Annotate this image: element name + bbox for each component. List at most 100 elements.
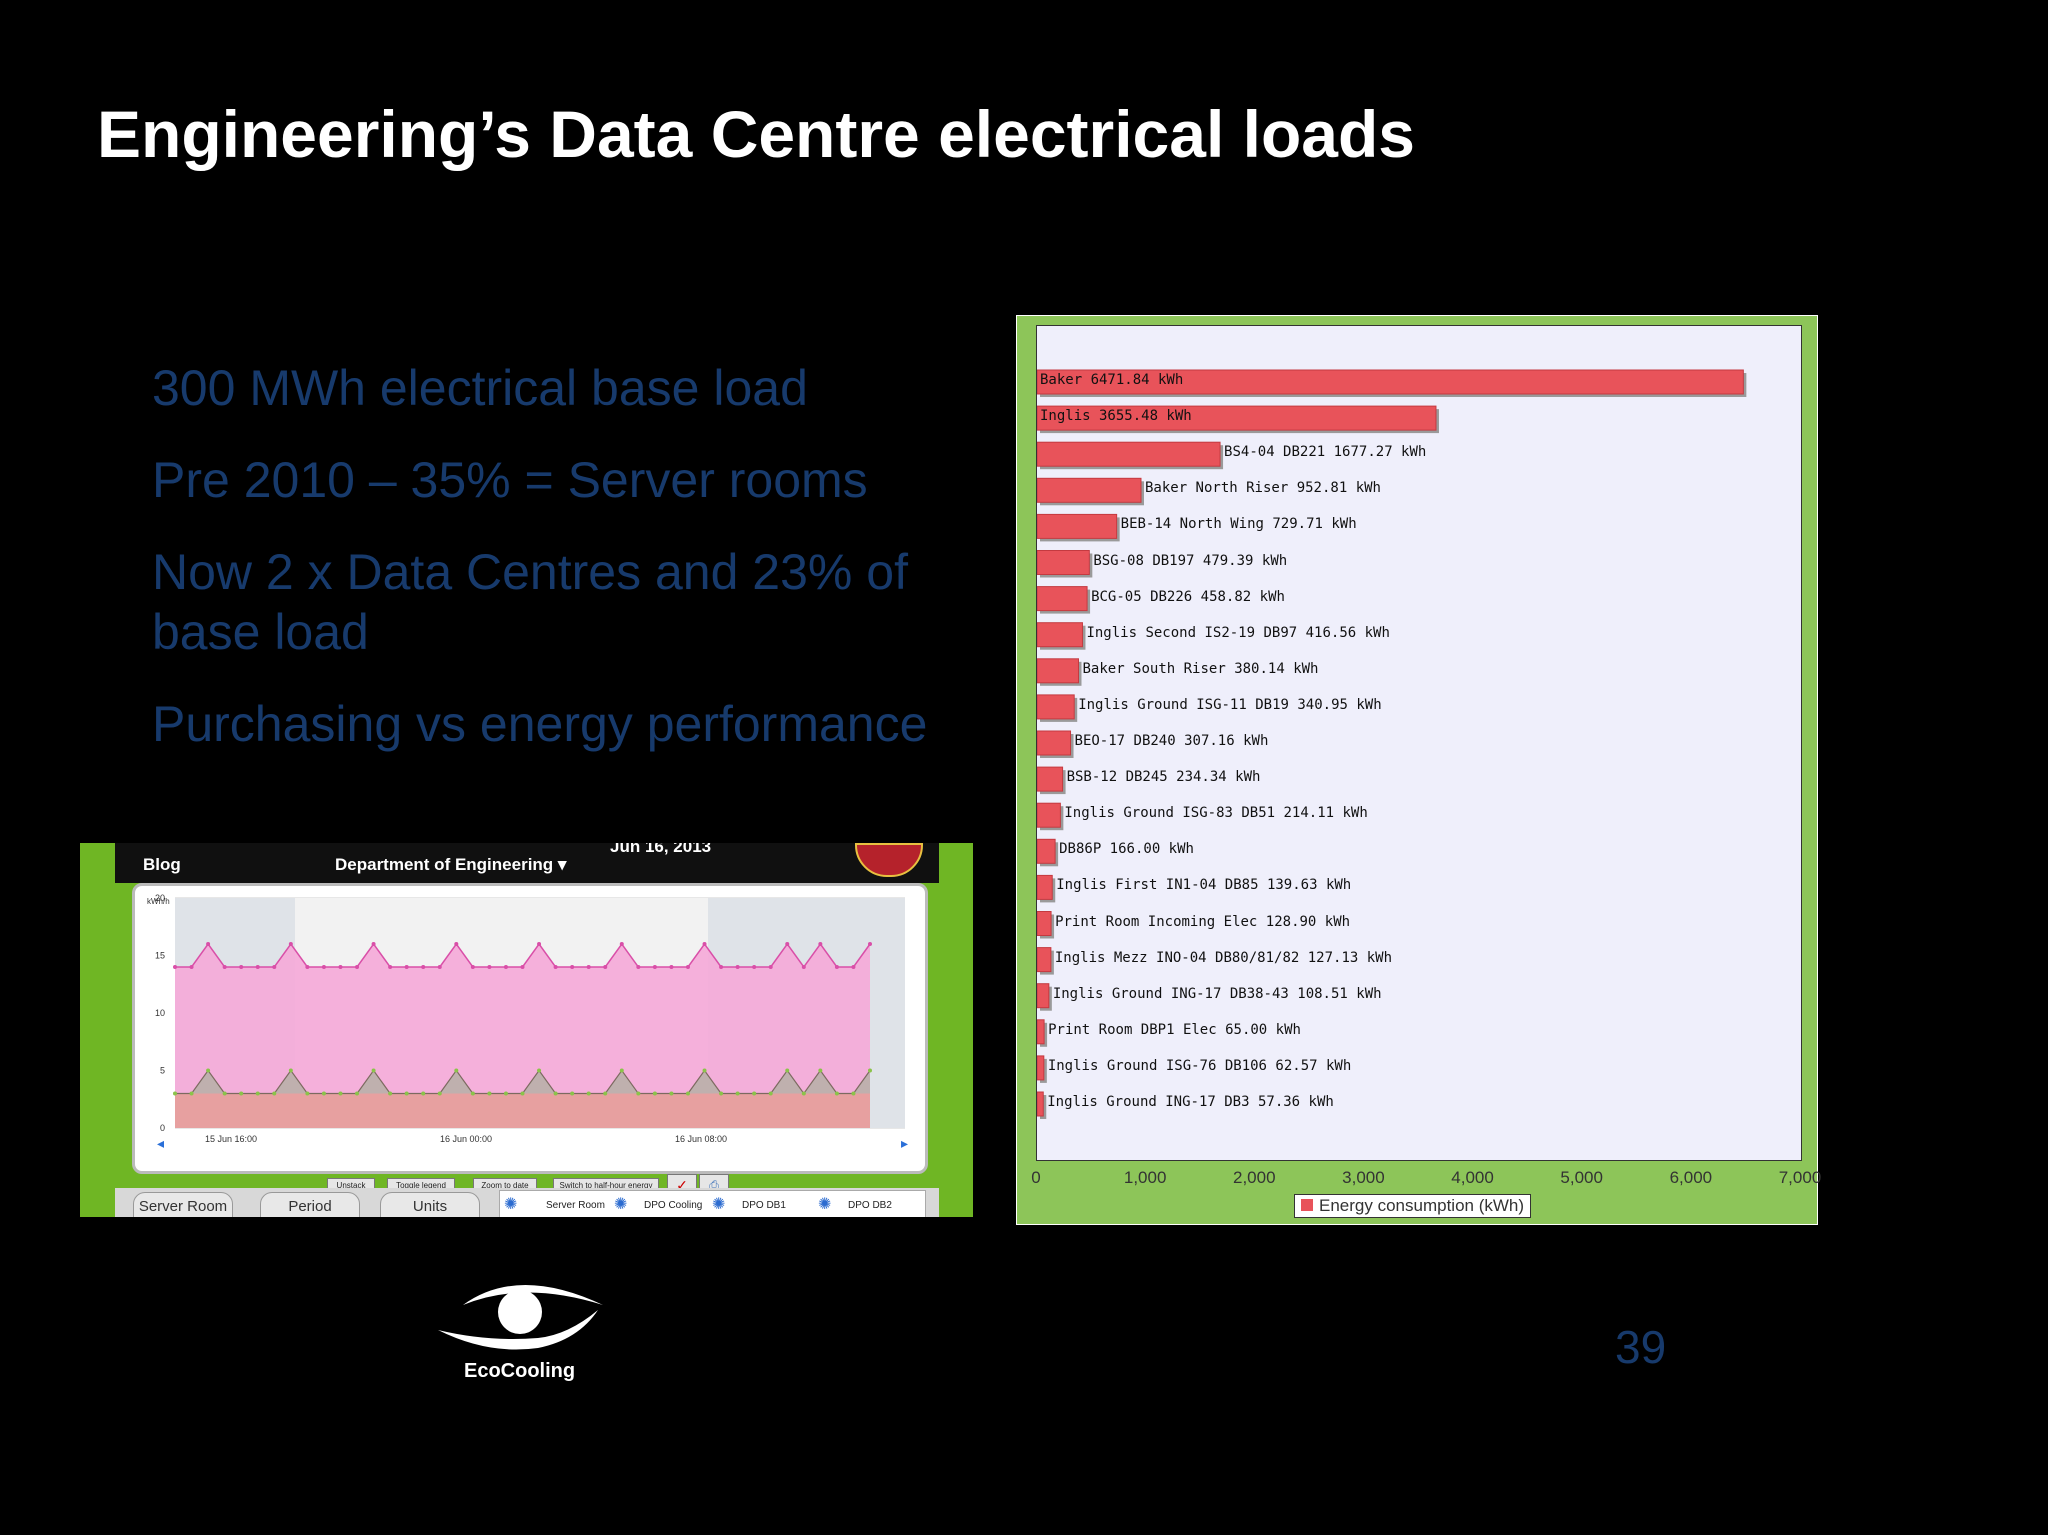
data-point xyxy=(470,965,475,969)
scroll-right-icon[interactable]: ▸ xyxy=(901,1135,908,1151)
tab-server-room[interactable]: Server Room xyxy=(133,1192,233,1217)
data-point xyxy=(520,965,525,969)
bar xyxy=(1037,983,1050,1009)
bar xyxy=(1037,405,1437,431)
data-point xyxy=(371,1068,376,1073)
bar-label: Baker North Riser 952.81 kWh xyxy=(1144,480,1381,497)
data-point xyxy=(288,1068,293,1073)
bar xyxy=(1037,513,1118,539)
bullet-item: 300 MWh electrical base load xyxy=(152,360,808,416)
blog-link[interactable]: Blog xyxy=(143,855,181,874)
y-tick-label: 10 xyxy=(155,1008,165,1018)
data-point xyxy=(851,965,856,969)
bar xyxy=(1037,1019,1045,1045)
data-point xyxy=(239,1091,244,1096)
x-tick-label: 6,000 xyxy=(1669,1168,1713,1187)
x-tick-label: 16 Jun 08:00 xyxy=(675,1134,727,1144)
data-point xyxy=(719,965,724,969)
data-point xyxy=(388,965,393,969)
bar-label: Inglis Ground ING-17 DB3 57.36 kWh xyxy=(1047,1094,1334,1110)
tab-units[interactable]: Units xyxy=(380,1192,480,1217)
data-point xyxy=(851,1091,856,1096)
bar-label: BSB-12 DB245 234.34 kWh xyxy=(1066,769,1261,786)
y-tick-label: 5 xyxy=(160,1066,165,1076)
scroll-left-icon[interactable]: ◂ xyxy=(157,1135,164,1151)
bar xyxy=(1037,622,1083,648)
data-point xyxy=(785,942,790,946)
data-point xyxy=(603,1091,608,1096)
data-point xyxy=(421,1091,426,1096)
data-point xyxy=(735,1091,740,1096)
x-tick-label: 16 Jun 00:00 xyxy=(440,1134,492,1144)
dashboard-date: Jun 16, 2013 xyxy=(610,843,712,856)
data-point xyxy=(272,1091,277,1096)
dashboard-chart-panel: kWh/h 20 15 10 5 0 15 Jun 16:00 16 Jun 00:00 1… xyxy=(132,883,928,1196)
legend-item[interactable]: DPO DB1 xyxy=(742,1200,786,1211)
bar-label: Inglis Ground ISG-83 DB51 214.11 kWh xyxy=(1064,805,1368,822)
bar xyxy=(1037,441,1221,467)
data-point xyxy=(603,965,608,969)
bullet-item: Purchasing vs energy performance xyxy=(152,696,928,752)
data-point xyxy=(719,1091,724,1096)
data-point xyxy=(173,1091,177,1096)
series-legend: ✺ Server Room ✺ DPO Cooling ✺ DPO DB1 ✺ … xyxy=(499,1190,926,1217)
data-point xyxy=(321,1091,326,1096)
data-point xyxy=(487,1091,492,1096)
bar-label: BS4-04 DB221 1677.27 kWh xyxy=(1224,444,1427,461)
data-point xyxy=(288,942,293,946)
legend-swatch xyxy=(1301,1199,1313,1211)
data-point xyxy=(189,1091,194,1096)
department-selector[interactable]: Department of Engineering ▾ xyxy=(335,855,567,874)
data-point xyxy=(785,1068,790,1073)
data-point xyxy=(272,965,277,969)
bar-label: Print Room Incoming Elec 128.90 kWh xyxy=(1055,913,1351,930)
data-point xyxy=(503,1091,508,1096)
bullet-item: Now 2 x Data Centres and 23% of base loa… xyxy=(152,544,908,660)
bar-label: Inglis Mezz INO-04 DB80/81/82 127.13 kWh xyxy=(1054,949,1393,966)
data-point xyxy=(305,965,310,969)
department-label: Department of Engineering xyxy=(335,855,554,874)
bar xyxy=(1037,911,1052,936)
tab-period[interactable]: Period xyxy=(260,1192,360,1217)
data-point xyxy=(570,965,575,969)
energy-bar-chart-screenshot: 0 1,000 2,000 3,000 4,000 5,000 6,000 7,000 Ene… xyxy=(1016,315,1821,1225)
data-point xyxy=(520,1091,525,1096)
legend-item[interactable]: DPO DB2 xyxy=(848,1200,892,1211)
y-axis-unit: kWh/h xyxy=(147,897,170,906)
dashboard-header: Blog Department of Engineering ▾ Jun 16,… xyxy=(115,843,939,883)
data-point xyxy=(652,1091,657,1096)
data-point xyxy=(189,965,194,969)
bullet-item: Pre 2010 – 35% = Server rooms xyxy=(152,452,868,508)
bar xyxy=(1037,550,1090,575)
y-tick-label: 0 xyxy=(160,1123,165,1133)
x-tick-label: 0 xyxy=(1031,1168,1041,1187)
x-tick-label: 15 Jun 16:00 xyxy=(205,1134,257,1144)
bar xyxy=(1037,1055,1045,1081)
data-point xyxy=(388,1091,393,1096)
data-point xyxy=(685,965,690,969)
data-point xyxy=(619,942,624,946)
data-point xyxy=(702,1068,707,1073)
x-tick-label: 1,000 xyxy=(1123,1168,1167,1187)
bar-label: DB86P 166.00 kWh xyxy=(1059,841,1194,858)
bar xyxy=(1037,838,1056,864)
bar xyxy=(1037,369,1744,395)
bar-label: Inglis 3655.48 kWh xyxy=(1040,408,1192,425)
data-point xyxy=(669,1091,674,1096)
data-point xyxy=(470,1091,475,1096)
series-area xyxy=(175,1093,870,1128)
bar xyxy=(1037,802,1061,828)
bar xyxy=(1037,477,1142,503)
bar-label: BCG-05 DB226 458.82 kWh xyxy=(1091,588,1285,605)
bar-label: Print Room DBP1 Elec 65.00 kWh xyxy=(1048,1021,1301,1038)
bar-label: Baker South Riser 380.14 kWh xyxy=(1082,660,1319,677)
y-tick-label: 15 xyxy=(155,951,165,961)
data-point xyxy=(255,965,260,969)
legend-item[interactable]: Server Room xyxy=(546,1200,605,1211)
data-point xyxy=(586,1091,591,1096)
bar xyxy=(1037,730,1072,756)
bar-label: Inglis Ground ISG-76 DB106 62.57 kWh xyxy=(1047,1057,1352,1074)
data-point xyxy=(338,965,343,969)
data-point xyxy=(537,942,542,946)
legend-item[interactable]: DPO Cooling xyxy=(644,1200,703,1211)
